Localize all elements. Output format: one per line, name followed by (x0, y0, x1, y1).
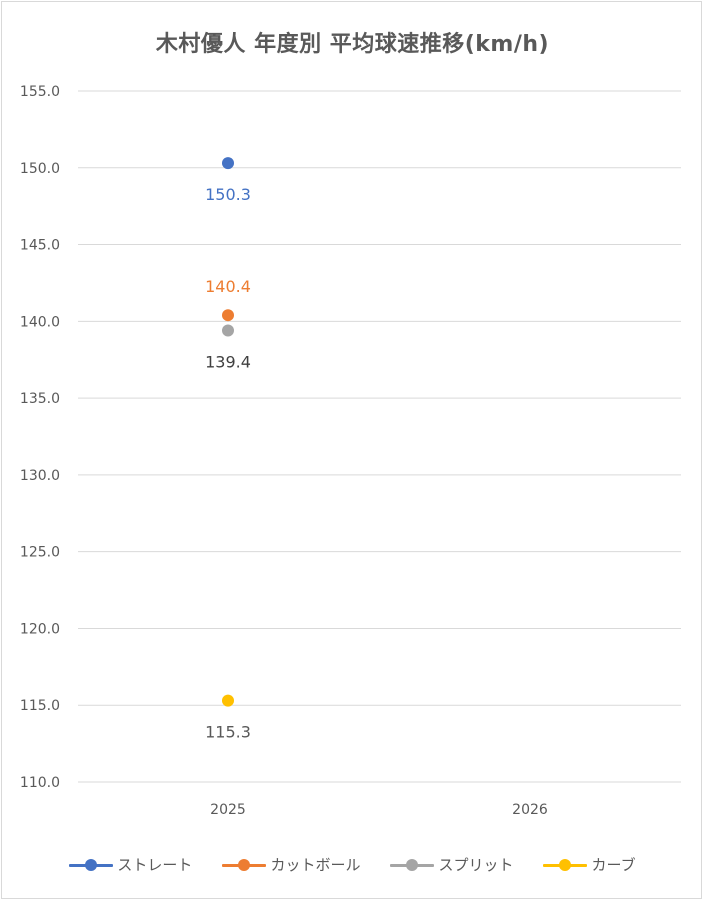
y-tick-label: 110.0 (20, 775, 60, 791)
legend-item: ストレート (69, 854, 192, 875)
y-tick-label: 140.0 (20, 314, 60, 330)
x-tick-label: 2025 (210, 802, 246, 818)
legend-marker (559, 858, 572, 871)
data-label: 115.3 (205, 723, 251, 742)
chart-title: 木村優人 年度別 平均球速推移(km/h) (155, 32, 550, 57)
y-tick-label: 135.0 (20, 391, 60, 407)
legend-marker (238, 858, 251, 871)
x-tick-label: 2026 (512, 802, 548, 818)
y-tick-label: 115.0 (20, 698, 60, 714)
legend-swatch (390, 858, 435, 871)
legend-label: カットボール (270, 856, 361, 874)
legend-swatch (69, 858, 114, 871)
legend: ストレート カットボール スプリット カーブ (0, 854, 705, 875)
data-label: 140.4 (205, 277, 251, 296)
data-point (222, 694, 234, 707)
data-label: 150.3 (205, 185, 251, 204)
data-point (222, 324, 234, 337)
legend-swatch (222, 858, 267, 871)
legend-label: スプリット (438, 856, 514, 874)
data-point (222, 309, 234, 322)
legend-label: カーブ (591, 856, 636, 874)
legend-label: ストレート (117, 856, 193, 874)
y-tick-label: 145.0 (20, 238, 60, 254)
data-label: 139.4 (205, 353, 251, 372)
legend-swatch (543, 858, 588, 871)
data-point (222, 157, 234, 170)
y-tick-label: 150.0 (20, 161, 60, 177)
y-tick-label: 130.0 (20, 468, 60, 484)
y-tick-label: 155.0 (20, 84, 60, 100)
legend-item: カットボール (222, 854, 360, 875)
y-tick-label: 120.0 (20, 621, 60, 637)
legend-marker (406, 858, 419, 871)
legend-marker (85, 858, 98, 871)
legend-item: スプリット (390, 854, 513, 875)
legend-item: カーブ (543, 854, 636, 875)
y-tick-label: 125.0 (20, 545, 60, 561)
